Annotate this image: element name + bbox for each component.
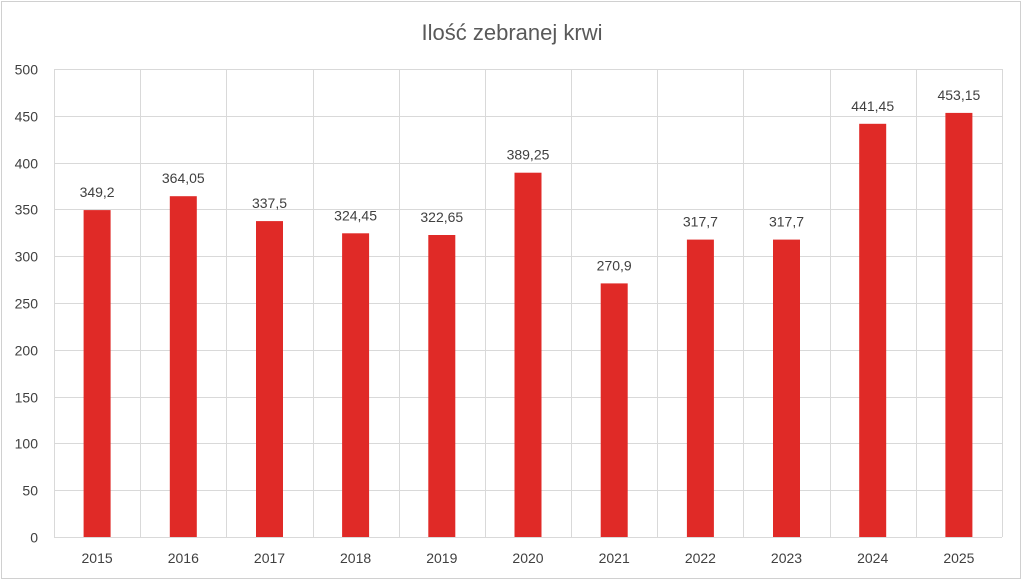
data-label-2025: 453,15 [937, 87, 980, 103]
x-tick-label-2015: 2015 [82, 550, 113, 566]
data-label-2022: 317,7 [683, 214, 718, 230]
x-tick-label-2019: 2019 [426, 550, 457, 566]
bar-2019 [428, 235, 456, 537]
data-label-2018: 324,45 [334, 207, 377, 223]
bar-2025 [945, 112, 973, 538]
data-label-2020: 389,25 [507, 147, 550, 163]
data-labels: 349,2 364,05 337,5 324,45 322,65 389,25 270,9 3… [80, 87, 981, 273]
y-axis: 0 50 100 150 200 250 300 350 400 450 500 [15, 62, 39, 546]
x-tick-label-2018: 2018 [340, 550, 371, 566]
chart-title: Ilość zebranej krwi [422, 20, 603, 45]
y-tick-label: 50 [22, 483, 38, 499]
data-label-2016: 364,05 [162, 170, 205, 186]
data-label-2024: 441,45 [851, 98, 894, 114]
gridlines [54, 69, 1003, 538]
y-tick-label: 300 [15, 249, 39, 265]
x-tick-label-2017: 2017 [254, 550, 285, 566]
x-tick-label-2021: 2021 [599, 550, 630, 566]
x-tick-label-2024: 2024 [857, 550, 888, 566]
bar-2018 [342, 233, 370, 538]
bar-2024 [859, 123, 887, 538]
bar-2023 [773, 239, 800, 537]
bar-2021 [600, 283, 628, 537]
bar-2020 [514, 172, 542, 537]
data-label-2015: 349,2 [80, 184, 115, 200]
y-tick-label: 400 [15, 156, 39, 172]
x-tick-label-2023: 2023 [771, 550, 802, 566]
x-tick-label-2020: 2020 [512, 550, 543, 566]
bar-2016 [169, 196, 197, 537]
y-tick-label: 350 [15, 202, 39, 218]
bar-2017 [256, 221, 283, 537]
y-tick-label: 0 [30, 530, 38, 546]
y-tick-label: 500 [15, 62, 39, 78]
x-tick-label-2025: 2025 [943, 550, 974, 566]
y-tick-label: 100 [15, 436, 39, 452]
bar-2022 [686, 239, 714, 537]
bar-2015 [83, 210, 111, 537]
x-axis: 2015 2016 2017 2018 2019 2020 2021 2022 2023 2024… [82, 550, 975, 566]
y-tick-label: 450 [15, 109, 39, 125]
y-tick-label: 150 [15, 390, 39, 406]
data-label-2021: 270,9 [597, 257, 632, 273]
data-label-2023: 317,7 [769, 214, 804, 230]
bars [83, 112, 973, 538]
y-tick-label: 200 [15, 343, 39, 359]
data-label-2019: 322,65 [420, 209, 463, 225]
x-tick-label-2016: 2016 [168, 550, 199, 566]
x-tick-label-2022: 2022 [685, 550, 716, 566]
data-label-2017: 337,5 [252, 195, 287, 211]
y-tick-label: 250 [15, 296, 39, 312]
